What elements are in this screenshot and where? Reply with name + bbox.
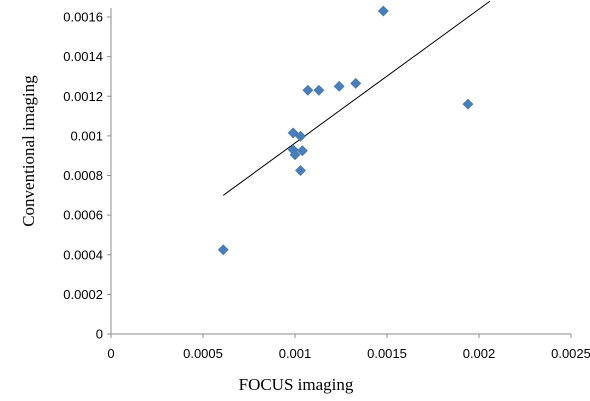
data-point (295, 130, 306, 142)
axes (107, 8, 572, 338)
data-point (333, 80, 345, 92)
data-point (217, 244, 229, 256)
y-tick-label: 0.0006 (63, 208, 103, 223)
y-axis-title: Conventional imaging (19, 75, 38, 227)
data-point (296, 145, 308, 157)
data-point (462, 98, 474, 110)
x-tick-label: 0.0015 (367, 346, 407, 361)
y-tick-label: 0 (96, 327, 103, 342)
x-tick-label: 0.0025 (551, 346, 590, 361)
tick-labels: 0 0.0002 0.0004 0.0006 0.0008 0.001 0.0012 0.00… (63, 10, 590, 362)
y-tick-label: 0.0008 (63, 168, 103, 183)
x-tick-label: 0.0005 (183, 346, 223, 361)
y-tick-label: 0.001 (70, 128, 103, 143)
x-tick-label: 0.002 (463, 346, 496, 361)
data-point (295, 165, 306, 176)
data-point (313, 84, 325, 96)
y-tick-label: 0.0002 (63, 287, 103, 302)
data-point (287, 127, 299, 139)
y-tick-label: 0.0016 (63, 10, 103, 25)
data-points (217, 5, 474, 256)
y-tick-label: 0.0012 (63, 89, 103, 104)
data-point (289, 149, 301, 161)
x-axis-title: FOCUS imaging (239, 375, 354, 394)
data-point (302, 84, 314, 96)
data-point (377, 5, 389, 17)
trendline (222, 0, 491, 196)
trendline-group (222, 0, 491, 196)
data-point (350, 77, 362, 89)
x-tick-label: 0.001 (279, 346, 312, 361)
y-tick-label: 0.0014 (63, 49, 103, 64)
y-tick-label: 0.0004 (63, 247, 103, 262)
x-tick-label: 0 (107, 346, 114, 361)
